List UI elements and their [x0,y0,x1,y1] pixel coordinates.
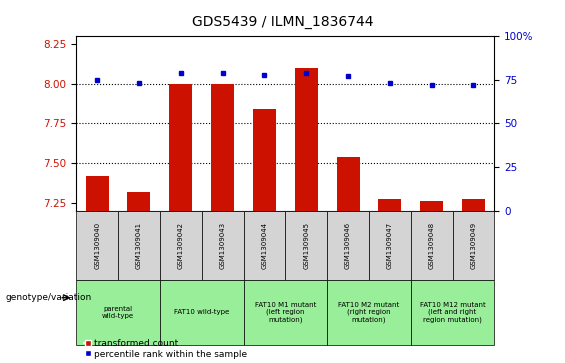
Bar [369,211,411,280]
Bar [462,199,485,211]
Bar [160,211,202,280]
Bar [295,68,318,211]
Bar [253,109,276,211]
Text: GSM1309043: GSM1309043 [220,221,225,269]
Bar [411,280,494,345]
Bar [327,280,411,345]
Text: GDS5439 / ILMN_1836744: GDS5439 / ILMN_1836744 [192,15,373,29]
Bar [453,211,494,280]
Bar [211,84,234,211]
Bar [160,280,244,345]
Bar [86,176,108,211]
Text: GSM1309040: GSM1309040 [94,221,100,269]
Text: FAT10 M1 mutant
(left region
mutation): FAT10 M1 mutant (left region mutation) [255,302,316,323]
Text: GSM1309044: GSM1309044 [262,221,267,269]
Bar [202,211,244,280]
Bar [285,211,327,280]
Text: GSM1309045: GSM1309045 [303,221,309,269]
Bar [76,280,160,345]
Bar [244,211,285,280]
Text: GSM1309042: GSM1309042 [178,221,184,269]
Text: genotype/variation: genotype/variation [6,293,92,302]
Bar [411,211,453,280]
Text: GSM1309048: GSM1309048 [429,221,434,269]
Bar [420,201,443,211]
Text: GSM1309047: GSM1309047 [387,221,393,269]
Bar [337,157,359,211]
Bar [379,199,401,211]
Text: FAT10 M12 mutant
(left and right
region mutation): FAT10 M12 mutant (left and right region … [420,302,485,323]
Bar [244,280,327,345]
Bar [170,84,192,211]
Bar [128,192,150,211]
Text: FAT10 M2 mutant
(right region
mutation): FAT10 M2 mutant (right region mutation) [338,302,399,323]
Bar [118,211,160,280]
Legend: transformed count, percentile rank within the sample: transformed count, percentile rank withi… [81,335,251,362]
Bar [327,211,369,280]
Text: FAT10 wild-type: FAT10 wild-type [174,309,229,315]
Text: GSM1309041: GSM1309041 [136,221,142,269]
Text: GSM1309046: GSM1309046 [345,221,351,269]
Bar [76,211,118,280]
Text: GSM1309049: GSM1309049 [471,221,476,269]
Text: parental
wild-type: parental wild-type [102,306,134,319]
